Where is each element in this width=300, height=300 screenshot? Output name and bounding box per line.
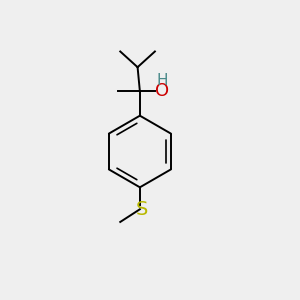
Text: O: O [155,82,169,100]
Text: H: H [157,73,168,88]
Text: S: S [136,200,148,219]
